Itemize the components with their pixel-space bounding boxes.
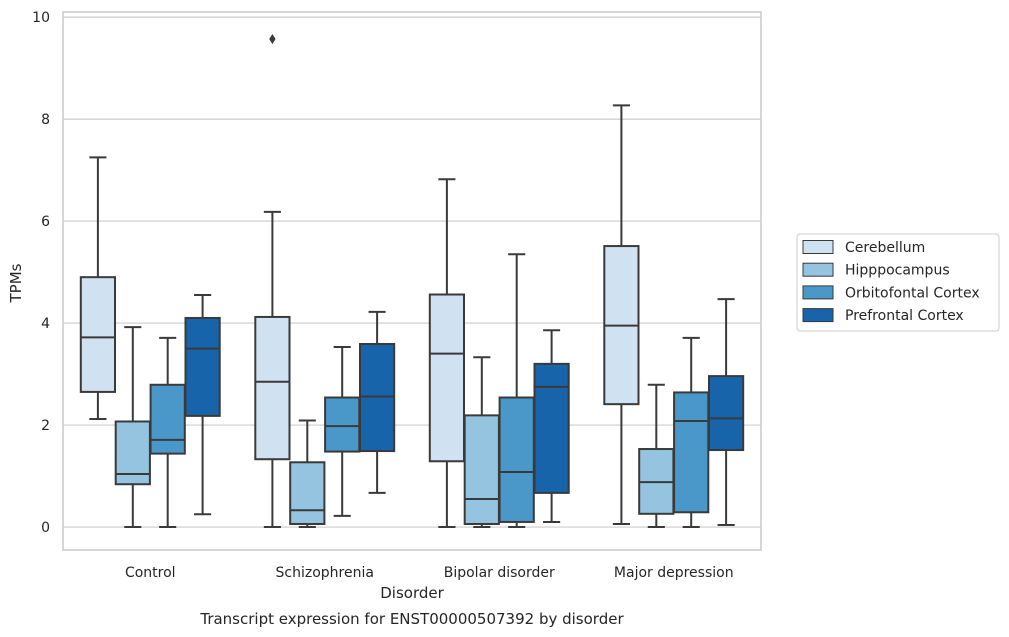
legend-swatch: [802, 262, 834, 277]
box-iqr: [324, 396, 361, 453]
box-orbitofontal-cortex: [673, 336, 710, 529]
box-prefrontal-cortex: [707, 298, 745, 527]
y-axis-label: TPMs: [7, 263, 25, 303]
legend-label: Orbitofontal Cortex: [845, 285, 980, 301]
box-hipppocampus: [463, 356, 500, 529]
x-tick-label: Bipolar disorder: [444, 565, 555, 581]
box-cerebellum: [428, 178, 466, 529]
y-tick-labels: 0 2 4 6 8 10: [32, 10, 50, 536]
box-hipppocampus: [638, 383, 675, 529]
box-cerebellum: [79, 156, 117, 420]
box-iqr: [533, 362, 570, 494]
legend-swatch: [802, 240, 834, 254]
box-prefrontal-cortex: [533, 329, 570, 523]
box-cerebellum: [603, 104, 640, 525]
box-prefrontal-cortex: [184, 294, 221, 516]
legend-frame: [796, 233, 1000, 332]
box-iqr: [358, 342, 396, 453]
box-plots: [79, 34, 745, 529]
box-iqr: [149, 383, 186, 455]
box-iqr: [498, 396, 535, 523]
y-tick-label: 8: [41, 112, 50, 128]
plot-frame: [62, 11, 762, 551]
box-hipppocampus: [289, 419, 326, 529]
box-iqr: [463, 414, 500, 525]
x-tick-labels: Control Schizophrenia Bipolar disorder Majo…: [125, 565, 734, 581]
y-tick-label: 0: [41, 520, 50, 536]
x-tick-label: Schizophrenia: [276, 565, 374, 581]
legend: Cerebellum Hipppocampus Orbitofontal Corte…: [796, 233, 1000, 332]
x-tick-label: Major depression: [614, 565, 734, 581]
box-orbitofontal-cortex: [324, 346, 361, 517]
y-tick-label: 6: [41, 214, 50, 230]
legend-label: Prefrontal Cortex: [845, 308, 964, 324]
box-iqr: [673, 391, 710, 514]
legend-label: Hipppocampus: [845, 263, 950, 279]
x-axis-label: Disorder: [380, 584, 444, 602]
box-hipppocampus: [114, 326, 151, 529]
box-cerebellum: [254, 34, 291, 529]
legend-label: Cerebellum: [845, 240, 925, 256]
box-iqr: [254, 315, 291, 461]
legend-swatch: [802, 308, 834, 323]
x-tick-label: Control: [125, 565, 176, 581]
chart-caption: Transcript expression for ENST0000050739…: [199, 610, 624, 628]
box-orbitofontal-cortex: [498, 253, 535, 529]
box-iqr: [428, 293, 466, 463]
y-tick-label: 4: [41, 316, 50, 332]
legend-swatch: [802, 285, 834, 300]
box-iqr: [184, 316, 221, 417]
box-iqr: [79, 276, 117, 393]
box-iqr: [707, 375, 745, 452]
y-tick-label: 2: [41, 418, 50, 434]
y-tick-label: 10: [32, 10, 50, 26]
box-prefrontal-cortex: [358, 310, 396, 494]
box-iqr: [289, 461, 326, 525]
outlier-point: [269, 34, 276, 45]
box-orbitofontal-cortex: [149, 336, 186, 529]
